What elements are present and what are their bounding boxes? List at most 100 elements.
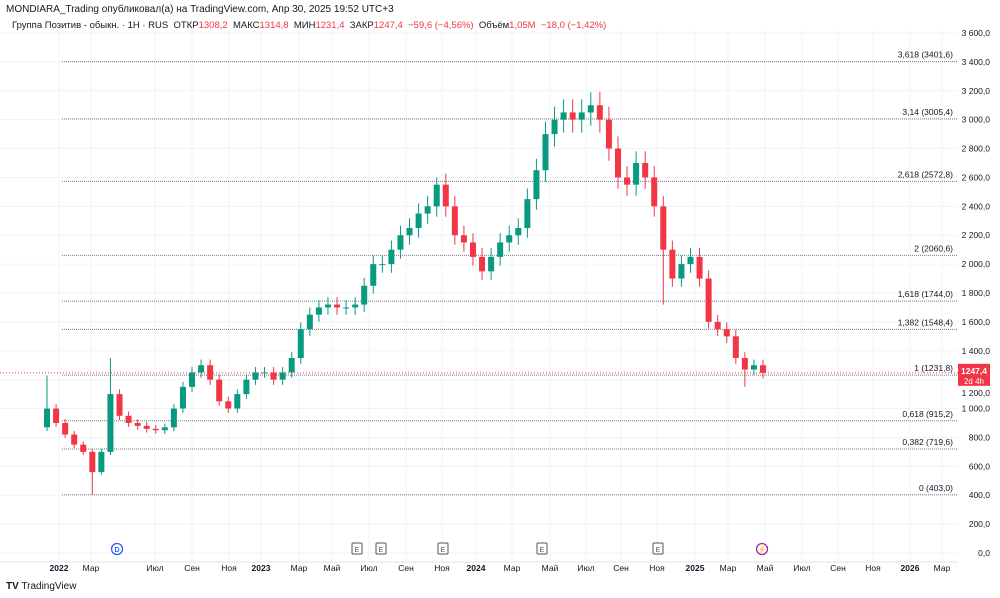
candle-body (315, 307, 322, 315)
candle-body (179, 386, 186, 409)
candle-body (696, 256, 703, 279)
y-tick-label: 2 600,0 (962, 172, 991, 182)
candle-body (80, 444, 87, 452)
y-tick-label: 0,0 (978, 548, 990, 558)
candle-body (152, 428, 159, 431)
last-price-badge (958, 363, 990, 386)
x-tick-label: Мар (504, 563, 521, 573)
y-tick-label: 800,0 (969, 432, 991, 442)
event-label: ⚡ (758, 545, 767, 554)
x-tick-label: Сен (184, 563, 200, 573)
candle-body (705, 278, 712, 322)
candle-body (324, 304, 331, 308)
candle-body (53, 408, 60, 423)
candle-body (515, 228, 522, 236)
candle-body (587, 105, 594, 113)
candle-body (660, 206, 667, 250)
y-tick-label: 2 800,0 (962, 144, 991, 154)
earnings-event-label: E (355, 547, 360, 554)
earnings-event-icon[interactable] (375, 542, 387, 555)
candle-body (352, 304, 359, 308)
high-value: 1314,8 (259, 20, 289, 31)
x-tick-label: 2024 (467, 563, 486, 573)
y-tick-label: 600,0 (969, 461, 991, 471)
candle-body (161, 427, 168, 431)
candle-body (479, 256, 486, 272)
y-tick-label: 3 200,0 (962, 86, 991, 96)
tradingview-logo[interactable]: TV TradingView (6, 581, 76, 592)
candle-body (433, 184, 440, 207)
candle-body (89, 451, 96, 473)
candle-body (71, 434, 78, 445)
candle-body (198, 365, 205, 373)
candle-body (270, 372, 277, 380)
earnings-event-icon[interactable] (351, 542, 363, 555)
candle-body (116, 394, 123, 416)
brand-name: TradingView (21, 581, 77, 592)
fib-level-label: 0 (403,0) (919, 483, 953, 493)
earnings-event-label: E (540, 547, 545, 554)
y-tick-label: 200,0 (969, 519, 991, 529)
candle-body (279, 372, 286, 380)
dividend-event-icon[interactable] (110, 542, 124, 556)
candle-body (723, 329, 730, 337)
earnings-event-icon[interactable] (437, 542, 449, 555)
earnings-event-icon[interactable] (652, 542, 664, 555)
last-price-value: 1247,4 (961, 366, 987, 376)
candle-body (497, 242, 504, 257)
high-label: МАКС (232, 20, 260, 31)
candle-body (605, 119, 612, 149)
fib-level-label: 1 (1231,8) (914, 363, 953, 373)
x-tick-label: Ноя (865, 563, 881, 573)
candle-body (406, 228, 413, 236)
volume-change: −18,0 (−1,42%) (540, 20, 607, 31)
candle-body (288, 358, 295, 373)
x-tick-label: Сен (830, 563, 846, 573)
candle-body (370, 264, 377, 286)
candle-body (225, 401, 232, 409)
earnings-event-icon[interactable] (536, 542, 548, 555)
fib-level-label: 3,14 (3005,4) (902, 107, 953, 117)
symbol[interactable]: Группа Позитив - обыкн. · 1H · RUS (12, 20, 169, 31)
candle-body (669, 249, 676, 279)
candle-body (143, 425, 150, 429)
candle-body (243, 379, 250, 395)
x-tick-label: Май (324, 563, 341, 573)
low-label: МИН (293, 20, 316, 31)
y-tick-label: 1 400,0 (962, 346, 991, 356)
candle-body (760, 365, 766, 373)
x-tick-label: 2025 (686, 563, 705, 573)
candle-body (569, 112, 576, 120)
fib-level-label: 2,618 (2572,8) (898, 169, 953, 179)
x-tick-label: Май (757, 563, 774, 573)
open-label: ОТКР (173, 20, 199, 31)
candle-body (125, 415, 132, 423)
y-tick-label: 1 600,0 (962, 317, 991, 327)
candle-body (533, 170, 540, 200)
candle-body (750, 365, 757, 370)
candle-body (451, 206, 458, 236)
change-value: −59,6 (−4,56%) (408, 20, 474, 31)
y-tick-label: 3 000,0 (962, 115, 991, 125)
candle-body (62, 423, 69, 435)
candle-body (415, 213, 422, 228)
fib-level-label: 2 (2060,6) (914, 243, 953, 253)
candle-body (469, 242, 476, 257)
candle-body (379, 264, 386, 266)
event-label: D (114, 547, 119, 554)
low-value: 1231,4 (315, 20, 345, 31)
candle-body (460, 235, 467, 243)
candle-body (678, 264, 685, 279)
candle-body (234, 394, 241, 409)
candle-body (397, 235, 404, 250)
y-tick-label: 2 200,0 (962, 230, 991, 240)
x-tick-label: Июл (793, 563, 810, 573)
x-tick-label: Июл (146, 563, 163, 573)
candle-body (741, 358, 748, 370)
x-tick-label: Сен (398, 563, 414, 573)
split-event-icon[interactable] (755, 542, 769, 556)
x-tick-label: Мар (83, 563, 100, 573)
fib-level-label: 0,618 (915,2) (902, 409, 953, 419)
